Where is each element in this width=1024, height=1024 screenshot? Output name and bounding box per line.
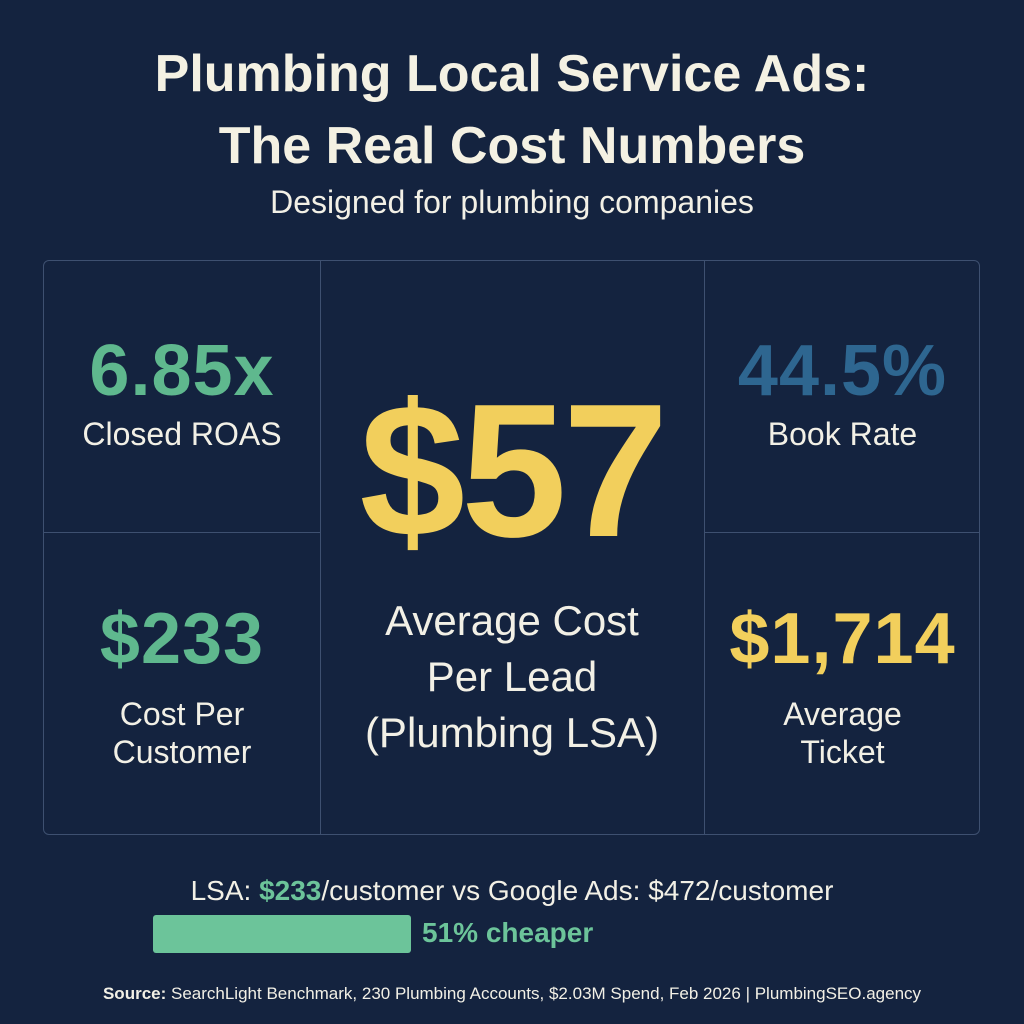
book-rate-label: Book Rate [767, 416, 918, 452]
book-rate-card: 44.5% Book Rate [704, 331, 981, 453]
source-footer: Source: SearchLight Benchmark, 230 Plumb… [0, 984, 1024, 1004]
hero-label-line2: Per Lead [426, 653, 598, 700]
grid-divider-right-horizontal [704, 532, 979, 533]
savings-bar-fill [153, 915, 411, 953]
average-ticket-value: $1,714 [729, 599, 956, 679]
roas-value: 6.85x [89, 331, 275, 411]
average-ticket-label-line1: Average [783, 696, 902, 732]
cost-per-customer-value: $233 [99, 599, 265, 679]
source-label: Source: [102, 984, 167, 1003]
savings-bar [153, 915, 411, 953]
grid-divider-right [704, 261, 705, 834]
average-ticket-label-line2: Ticket [800, 734, 885, 770]
grid-divider-left [320, 261, 321, 834]
book-rate-value: 44.5% [737, 331, 948, 411]
hero-label-line3: (Plumbing LSA) [364, 709, 660, 756]
savings-label: 51% cheaper [422, 917, 594, 948]
metrics-grid: 6.85x Closed ROAS $233 Cost Per Customer… [43, 260, 980, 835]
roas-card: 6.85x Closed ROAS [44, 331, 320, 453]
hero-card: $57 Average Cost Per Lead (Plumbing LSA) [320, 371, 704, 761]
roas-label: Closed ROAS [82, 416, 282, 452]
cost-per-customer-label-line2: Customer [112, 734, 252, 770]
cost-per-customer-card: $233 Cost Per Customer [44, 599, 320, 771]
grid-divider-left-horizontal [44, 532, 320, 533]
comparison-line: LSA: $233/customer vs Google Ads: $472/c… [0, 875, 1024, 907]
average-ticket-card: $1,714 Average Ticket [704, 599, 981, 771]
title-line-1: Plumbing Local Service Ads: [154, 45, 870, 103]
hero-label-line1: Average Cost [385, 597, 639, 644]
cost-per-customer-label-line1: Cost Per [119, 696, 245, 732]
comparison-prefix: LSA: [190, 875, 260, 906]
hero-value: $57 [359, 365, 668, 577]
title-line-2: The Real Cost Numbers [218, 117, 806, 175]
comparison-middle: /customer vs Google Ads: $472/customer [321, 875, 834, 906]
comparison-lsa-value: $233 [259, 875, 322, 906]
source-text: SearchLight Benchmark, 230 Plumbing Acco… [166, 984, 922, 1003]
subtitle: Designed for plumbing companies [270, 184, 754, 220]
